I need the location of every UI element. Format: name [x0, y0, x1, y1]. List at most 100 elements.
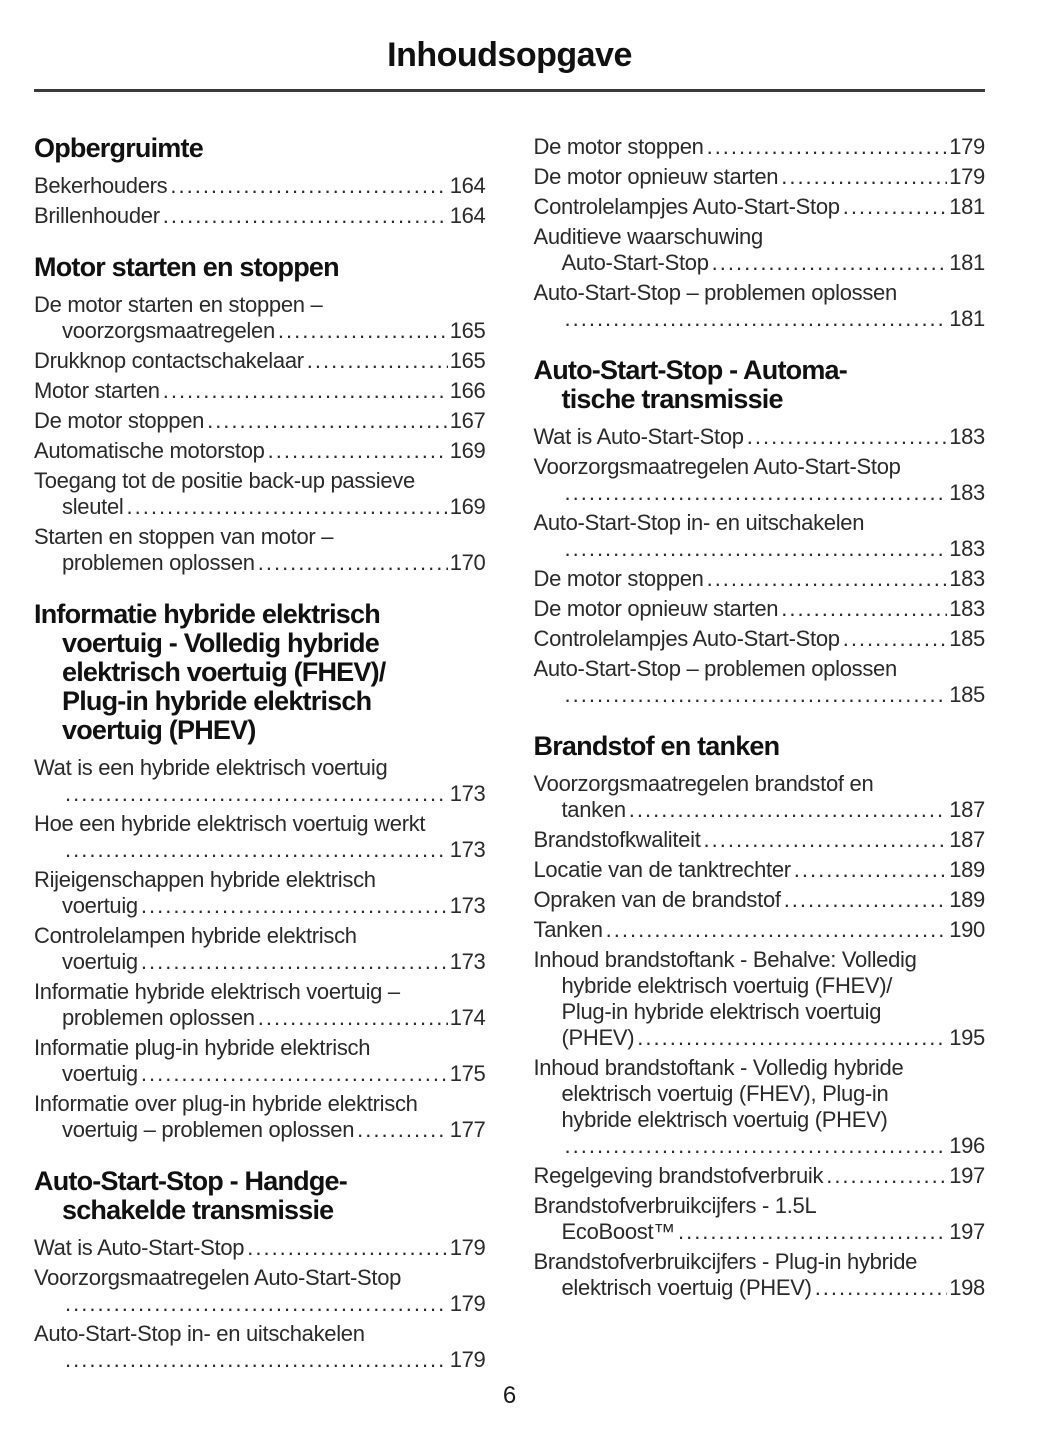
toc-entry-label: Tanken: [533, 917, 603, 942]
toc-entry-label: De motor opnieuw starten: [533, 164, 779, 189]
toc-entry-label: Motor starten: [34, 378, 160, 403]
toc-entry: Controlelampjes Auto-Start-Stop.........…: [534, 626, 986, 652]
toc-entry-line: Informatie plug-in hybride elektrisch: [34, 1035, 371, 1060]
toc-entry: Toegang tot de positie back-up passieve s…: [34, 468, 486, 520]
toc-entry-label: voertuig: [62, 949, 138, 974]
toc-entry-label: Controlelampjes Auto-Start-Stop: [533, 194, 841, 219]
page-ref: 197: [949, 1163, 985, 1188]
toc-entry: De motor stoppen........................…: [34, 408, 486, 434]
toc-entry: Wat is een hybride elektrisch voertuig..…: [34, 755, 486, 807]
toc-entry-line: Auto-Start-Stop – problemen oplossen: [533, 656, 898, 681]
page-ref: 179: [449, 1347, 486, 1372]
leader-dots: ........................................…: [814, 1275, 948, 1300]
toc-entry: Voorzorgsmaatregelen Auto-Start-Stop....…: [34, 1265, 486, 1317]
toc-entry-leader-line: Tanken..................................…: [534, 917, 986, 943]
section-heading: Informatie hybride elektrisch voertuig - …: [34, 600, 486, 745]
leader-dots: ........................................…: [162, 378, 448, 403]
toc-entry-leader-line: ........................................…: [34, 837, 486, 863]
leader-dots: ........................................…: [162, 203, 448, 228]
page-ref: 173: [449, 949, 486, 974]
toc-entry-line: Auto-Start-Stop in- en uitschakelen: [533, 510, 865, 535]
toc-entry-leader-line: Controlelampjes Auto-Start-Stop.........…: [534, 194, 986, 220]
page-ref: 179: [949, 134, 985, 159]
leader-dots: ........................................…: [65, 781, 448, 806]
toc-entry: Motor starten...........................…: [34, 378, 486, 404]
leader-dots: ........................................…: [781, 164, 947, 189]
page-ref: 181: [949, 194, 985, 219]
content-divider: [34, 89, 985, 92]
toc-entry-leader-line: Wat is Auto-Start-Stop..................…: [534, 424, 986, 450]
toc-entry: De motor opnieuw starten................…: [534, 596, 986, 622]
section-heading-line: Plug-in hybride elektrisch: [62, 686, 372, 716]
leader-dots: ........................................…: [65, 1291, 448, 1316]
section-heading: Motor starten en stoppen: [34, 253, 486, 282]
leader-dots: ........................................…: [140, 893, 448, 918]
page-ref: 197: [949, 1219, 985, 1244]
toc-entry: Auto-Start-Stop – problemen oplossen....…: [534, 280, 986, 332]
page-ref: 183: [949, 566, 985, 591]
toc-entry: Brandstofverbruikcijfers - 1.5L EcoBoost™…: [534, 1193, 986, 1245]
toc-entry-leader-line: voorzorgsmaatregelen....................…: [34, 318, 486, 344]
page-ref: 179: [449, 1235, 486, 1260]
leader-dots: ........................................…: [746, 424, 948, 449]
toc-entry-line: Auditieve waarschuwing: [533, 224, 764, 249]
toc-entry-label: problemen oplossen: [62, 1005, 255, 1030]
toc-entry: Informatie hybride elektrisch voertuig –…: [34, 979, 486, 1031]
leader-dots: ........................................…: [277, 318, 448, 343]
section-heading-line: voertuig - Volledig hybride: [62, 628, 380, 658]
leader-dots: ........................................…: [826, 1163, 948, 1188]
toc-entry-leader-line: (PHEV)..................................…: [534, 1025, 986, 1051]
leader-dots: ........................................…: [564, 1133, 948, 1158]
toc-entry-label: elektrisch voertuig (PHEV): [561, 1275, 812, 1300]
toc-entry-line: hybride elektrisch voertuig (PHEV): [561, 1107, 888, 1132]
toc-entry-leader-line: ........................................…: [34, 1347, 486, 1373]
toc-entry: Tanken..................................…: [534, 917, 986, 943]
toc-entry-label: sleutel: [62, 494, 124, 519]
page-ref: 196: [949, 1133, 985, 1158]
toc-entry-leader-line: sleutel.................................…: [34, 494, 486, 520]
toc-entry: Inhoud brandstoftank - Volledig hybride e…: [534, 1055, 986, 1159]
section-heading: Auto-Start-Stop - Handge-schakelde trans…: [34, 1167, 486, 1225]
page-ref: 183: [949, 536, 985, 561]
toc-entry-label: Brandstofkwaliteit: [533, 827, 701, 852]
toc-entry-line: Starten en stoppen van motor –: [34, 524, 334, 549]
toc-entry-leader-line: Brandstofkwaliteit......................…: [534, 827, 986, 853]
toc-entry-leader-line: problemen oplossen......................…: [34, 550, 486, 576]
toc-entry-leader-line: Locatie van de tanktrechter.............…: [534, 857, 986, 883]
section-heading-line: Informatie hybride elektrisch: [34, 599, 381, 629]
toc-entry-leader-line: elektrisch voertuig (PHEV)..............…: [534, 1275, 986, 1301]
toc-entry-leader-line: Regelgeving brandstofverbruik...........…: [534, 1163, 986, 1189]
toc-entry-leader-line: De motor stoppen........................…: [34, 408, 486, 434]
toc-entry-label: (PHEV): [561, 1025, 635, 1050]
page-ref: 166: [449, 378, 486, 403]
toc-entry-line: Inhoud brandstoftank - Volledig hybride: [533, 1055, 904, 1080]
toc-entry: Regelgeving brandstofverbruik...........…: [534, 1163, 986, 1189]
leader-dots: ........................................…: [357, 1117, 448, 1142]
toc-entry: De motor starten en stoppen – voorzorgsma…: [34, 292, 486, 344]
toc-entry: Opraken van de brandstof................…: [534, 887, 986, 913]
toc-entry-leader-line: ........................................…: [534, 480, 986, 506]
page-ref: 183: [949, 480, 985, 505]
toc-entry: Starten en stoppen van motor – problemen …: [34, 524, 486, 576]
toc-entry: Auto-Start-Stop in- en uitschakelen.....…: [34, 1321, 486, 1373]
toc-entry: Bekerhouders............................…: [34, 173, 486, 199]
toc-entry: Wat is Auto-Start-Stop..................…: [34, 1235, 486, 1261]
toc-entry-line: Toegang tot de positie back-up passieve: [34, 468, 415, 493]
toc-entry: Drukknop contactschakelaar..............…: [34, 348, 486, 374]
page-number: 6: [502, 1382, 517, 1409]
toc-entry-leader-line: voertuig................................…: [34, 949, 486, 975]
leader-dots: ........................................…: [170, 173, 447, 198]
toc-entry-label: voertuig: [62, 1061, 138, 1086]
toc-entry: De motor stoppen........................…: [534, 134, 986, 160]
toc-entry-label: Wat is Auto-Start-Stop: [34, 1235, 245, 1260]
leader-dots: ........................................…: [126, 494, 448, 519]
toc-entry-leader-line: De motor opnieuw starten................…: [534, 164, 986, 190]
page-ref: 181: [949, 250, 985, 275]
leader-dots: ........................................…: [257, 1005, 448, 1030]
section-heading: Auto-Start-Stop - Automa-tische transmis…: [534, 356, 986, 414]
toc-entry-leader-line: ........................................…: [534, 306, 986, 332]
toc-columns: Opbergruimte Bekerhouders................…: [34, 134, 985, 1377]
toc-entry-line: elektrisch voertuig (FHEV), Plug-in: [561, 1081, 889, 1106]
toc-entry-label: Locatie van de tanktrechter: [533, 857, 792, 882]
